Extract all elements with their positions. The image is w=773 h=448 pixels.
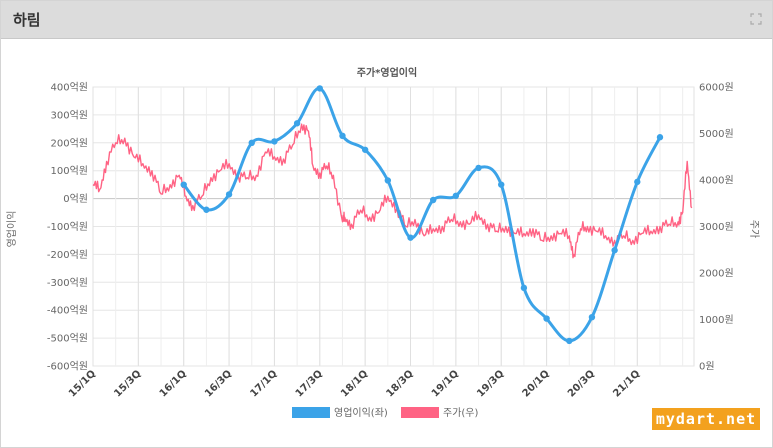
y-right-tick-label: 6000원	[699, 82, 734, 94]
y-right-tick-label: 5000원	[699, 128, 734, 140]
x-tick-label: 16/3Q	[203, 368, 234, 399]
x-tick-label: 19/1Q	[430, 368, 461, 399]
legend-swatch-operating-profit	[292, 407, 330, 418]
series-line-operating-profit	[182, 86, 662, 343]
x-tick-label: 17/1Q	[248, 368, 279, 399]
chart: 주가*영업이익 -600억원 -500억원 -400억원 -300억원 -200억원 -1…	[5, 66, 760, 419]
y-left-tick-label: 0억원	[63, 193, 88, 205]
x-tick-label: 18/3Q	[384, 368, 415, 399]
y-right-axis: 0원 1000원 2000원 3000원 4000원 5000원 6000원	[699, 82, 734, 373]
y-left-tick-label: 100억원	[51, 165, 89, 177]
legend-swatch-stock-price	[401, 407, 439, 418]
data-point-operating-profit	[316, 85, 323, 92]
x-tick-label: 15/3Q	[112, 368, 143, 399]
x-axis: 15/1Q 15/3Q 16/1Q 16/3Q 17/1Q 17/3Q 18/1Q 18/3Q…	[67, 368, 642, 399]
y-left-axis: -600억원 -500억원 -400억원 -300억원 -200억원 -100억원 0억원 1…	[47, 82, 88, 373]
x-tick-label: 15/1Q	[67, 368, 98, 399]
series-layer	[92, 85, 693, 345]
data-point-operating-profit	[543, 315, 550, 322]
x-tick-label: 21/1Q	[611, 368, 642, 399]
legend: 영업이익(좌) 주가(우)	[292, 406, 479, 419]
expand-icon[interactable]	[750, 13, 762, 25]
data-point-operating-profit	[634, 178, 641, 186]
data-point-operating-profit	[203, 206, 210, 213]
data-point-operating-profit	[271, 138, 278, 145]
series-line-stock-price	[92, 123, 693, 259]
y-left-tick-label: -400억원	[47, 305, 88, 317]
y-left-tick-label: 400억원	[51, 82, 89, 94]
data-point-operating-profit	[475, 164, 482, 172]
y-right-axis-title: 주가	[748, 220, 760, 238]
legend-item-stock-price[interactable]: 주가(우)	[401, 407, 479, 419]
y-left-tick-label: 300억원	[51, 109, 89, 121]
data-point-operating-profit	[429, 196, 437, 204]
x-tick-label: 16/1Q	[158, 368, 189, 399]
y-left-tick-label: -600억원	[47, 361, 88, 373]
y-left-tick-label: -300억원	[47, 277, 88, 289]
data-point-operating-profit	[588, 313, 596, 321]
data-point-operating-profit	[361, 146, 369, 153]
x-tick-label: 19/3Q	[475, 368, 506, 399]
data-point-operating-profit	[520, 284, 528, 292]
chart-title: 주가*영업이익	[357, 66, 417, 79]
y-left-tick-label: -100억원	[47, 221, 88, 233]
data-point-operating-profit	[293, 120, 301, 127]
data-point-operating-profit	[611, 247, 618, 254]
legend-label-stock-price: 주가(우)	[443, 407, 479, 419]
data-point-operating-profit	[452, 192, 460, 200]
data-point-operating-profit	[656, 134, 664, 141]
grid	[92, 86, 695, 367]
data-point-operating-profit	[339, 132, 346, 140]
y-left-axis-title: 영업이익	[5, 211, 18, 248]
y-right-tick-label: 0원	[699, 361, 715, 373]
data-point-operating-profit	[566, 337, 573, 345]
data-point-operating-profit	[498, 181, 505, 188]
y-right-tick-label: 4000원	[699, 175, 734, 187]
data-point-operating-profit	[180, 181, 187, 188]
data-point-operating-profit	[384, 177, 392, 184]
y-right-tick-label: 3000원	[699, 221, 734, 233]
legend-item-operating-profit[interactable]: 영업이익(좌)	[292, 406, 388, 419]
watermark: mydart.net	[652, 408, 760, 430]
data-point-operating-profit	[248, 139, 255, 146]
x-tick-label: 18/1Q	[339, 368, 370, 399]
data-point-operating-profit	[225, 191, 233, 198]
y-left-tick-label: -500억원	[47, 333, 88, 345]
x-tick-label: 20/3Q	[566, 368, 597, 399]
panel-header: 하림	[1, 1, 772, 39]
data-point-operating-profit	[407, 234, 414, 241]
y-right-tick-label: 1000원	[699, 314, 734, 326]
y-left-tick-label: -200억원	[47, 249, 88, 261]
y-right-tick-label: 2000원	[699, 268, 734, 280]
legend-label-operating-profit: 영업이익(좌)	[334, 406, 388, 419]
y-left-tick-label: 200억원	[51, 137, 89, 149]
x-tick-label: 20/1Q	[521, 368, 552, 399]
x-tick-label: 17/3Q	[294, 368, 325, 399]
panel-title: 하림	[13, 11, 41, 29]
